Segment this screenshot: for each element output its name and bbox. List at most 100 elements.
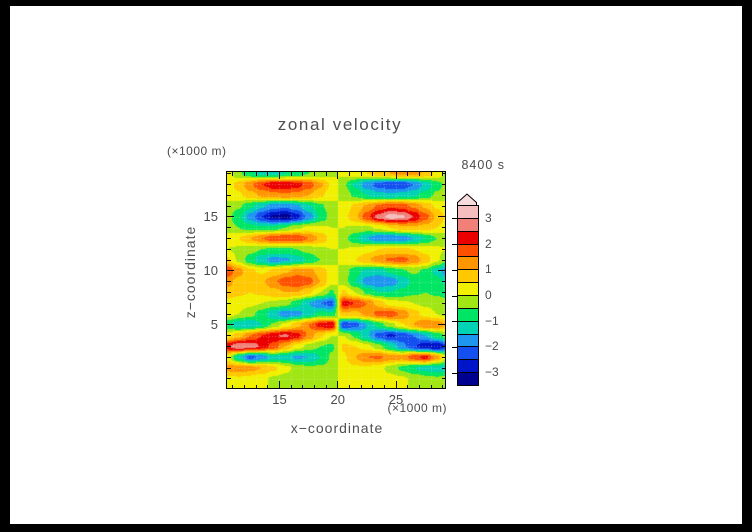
colorbar-segment bbox=[458, 296, 478, 308]
colorbar-tick bbox=[452, 346, 457, 348]
z-axis-minor-tick bbox=[227, 227, 231, 229]
colorbar-segment bbox=[458, 360, 478, 373]
colorbar bbox=[457, 205, 479, 386]
colorbar-tick bbox=[452, 295, 457, 297]
z-axis-minor-tick bbox=[227, 291, 231, 293]
colorbar-segment bbox=[458, 283, 478, 296]
x-axis-minor-tick bbox=[430, 384, 432, 388]
x-axis-major-tick bbox=[337, 381, 339, 388]
x-axis-minor-tick bbox=[418, 384, 420, 388]
colorbar-tick-label: 3 bbox=[485, 210, 492, 225]
z-axis-major-tick bbox=[227, 324, 234, 326]
x-axis-minor-tick bbox=[313, 172, 315, 176]
x-axis-major-tick bbox=[337, 172, 339, 179]
z-axis-major-tick bbox=[227, 216, 234, 218]
x-tick-label-25: 25 bbox=[388, 392, 404, 407]
x-tick-label-20: 20 bbox=[330, 392, 345, 407]
colorbar-segment bbox=[458, 218, 478, 231]
x-axis-minor-tick bbox=[348, 384, 350, 388]
x-axis-minor-tick bbox=[232, 172, 234, 176]
x-axis-minor-tick bbox=[325, 172, 327, 176]
z-axis-minor-tick bbox=[227, 194, 231, 196]
z-axis-minor-tick bbox=[227, 356, 231, 358]
contour-plot-area bbox=[226, 171, 446, 389]
z-axis-minor-tick bbox=[441, 237, 445, 239]
x-axis-title: x−coordinate bbox=[290, 420, 384, 436]
z-axis-major-tick bbox=[438, 324, 445, 326]
colorbar-segment bbox=[458, 244, 478, 257]
x-axis-minor-tick bbox=[267, 172, 269, 176]
z-axis-minor-tick bbox=[441, 291, 445, 293]
x-tick-label-15: 15 bbox=[272, 392, 287, 407]
colorbar-tick bbox=[452, 321, 457, 323]
z-axis-title: z−coordinate bbox=[182, 225, 198, 319]
colorbar-segment bbox=[458, 347, 478, 360]
x-axis-minor-tick bbox=[302, 384, 304, 388]
x-axis-minor-tick bbox=[232, 384, 234, 388]
z-axis-minor-tick bbox=[227, 237, 231, 239]
time-label: 8400 s bbox=[461, 158, 505, 172]
z-axis-minor-tick bbox=[227, 281, 231, 283]
colorbar-segment bbox=[458, 206, 478, 218]
x-axis-unit-label: (×1000 m) bbox=[387, 401, 447, 415]
z-axis-major-tick bbox=[438, 216, 445, 218]
x-axis-minor-tick bbox=[348, 172, 350, 176]
z-axis-minor-tick bbox=[441, 194, 445, 196]
z-axis-minor-tick bbox=[441, 367, 445, 369]
z-axis-minor-tick bbox=[441, 335, 445, 337]
z-axis-minor-tick bbox=[441, 205, 445, 207]
x-axis-minor-tick bbox=[383, 172, 385, 176]
colorbar-tick bbox=[452, 372, 457, 374]
colorbar-segment bbox=[458, 334, 478, 347]
x-axis-minor-tick bbox=[430, 172, 432, 176]
x-axis-minor-tick bbox=[290, 172, 292, 176]
z-tick-label-5: 5 bbox=[210, 316, 218, 332]
colorbar-segment bbox=[458, 231, 478, 244]
x-axis-minor-tick bbox=[255, 384, 257, 388]
colorbar-tick-label: 2 bbox=[485, 236, 492, 251]
x-axis-minor-tick bbox=[255, 172, 257, 176]
x-axis-major-tick bbox=[395, 381, 397, 388]
z-axis-minor-tick bbox=[441, 248, 445, 250]
x-axis-minor-tick bbox=[360, 172, 362, 176]
x-axis-minor-tick bbox=[372, 384, 374, 388]
z-axis-minor-tick bbox=[227, 248, 231, 250]
colorbar-tick-label: −1 bbox=[485, 313, 499, 328]
z-axis-minor-tick bbox=[441, 345, 445, 347]
x-axis-minor-tick bbox=[407, 384, 409, 388]
x-axis-minor-tick bbox=[290, 384, 292, 388]
z-axis-minor-tick bbox=[227, 313, 231, 315]
z-axis-minor-tick bbox=[227, 302, 231, 304]
x-axis-minor-tick bbox=[383, 384, 385, 388]
z-axis-minor-tick bbox=[227, 378, 231, 380]
colorbar-tick-label: −3 bbox=[485, 365, 499, 380]
z-axis-minor-tick bbox=[227, 335, 231, 337]
x-axis-minor-tick bbox=[244, 384, 245, 388]
x-axis-minor-tick bbox=[313, 384, 315, 388]
x-axis-minor-tick bbox=[325, 384, 327, 388]
z-axis-minor-tick bbox=[441, 281, 445, 283]
z-axis-minor-tick bbox=[441, 173, 445, 175]
colorbar-tick bbox=[452, 244, 457, 246]
z-axis-minor-tick bbox=[441, 313, 445, 315]
x-axis-minor-tick bbox=[302, 172, 304, 176]
colorbar-segment bbox=[458, 270, 478, 283]
x-axis-major-tick bbox=[395, 172, 397, 179]
z-axis-minor-tick bbox=[441, 227, 445, 229]
colorbar-tick-label: −2 bbox=[485, 339, 499, 354]
colorbar-tick-label: 0 bbox=[485, 288, 492, 302]
x-axis-minor-tick bbox=[372, 172, 374, 176]
colorbar-tick bbox=[452, 218, 457, 220]
z-axis-minor-tick bbox=[441, 378, 445, 380]
zonal-velocity-field bbox=[227, 172, 445, 388]
colorbar-segment bbox=[458, 257, 478, 270]
x-axis-major-tick bbox=[279, 172, 280, 179]
colorbar-tick bbox=[452, 269, 457, 271]
z-axis-minor-tick bbox=[227, 173, 231, 175]
z-tick-label-15: 15 bbox=[203, 208, 218, 224]
z-axis-unit-label: (×1000 m) bbox=[167, 144, 227, 158]
plot-title: zonal velocity bbox=[277, 115, 403, 134]
x-axis-minor-tick bbox=[442, 384, 444, 388]
z-axis-minor-tick bbox=[441, 183, 445, 185]
z-axis-major-tick bbox=[227, 270, 234, 272]
